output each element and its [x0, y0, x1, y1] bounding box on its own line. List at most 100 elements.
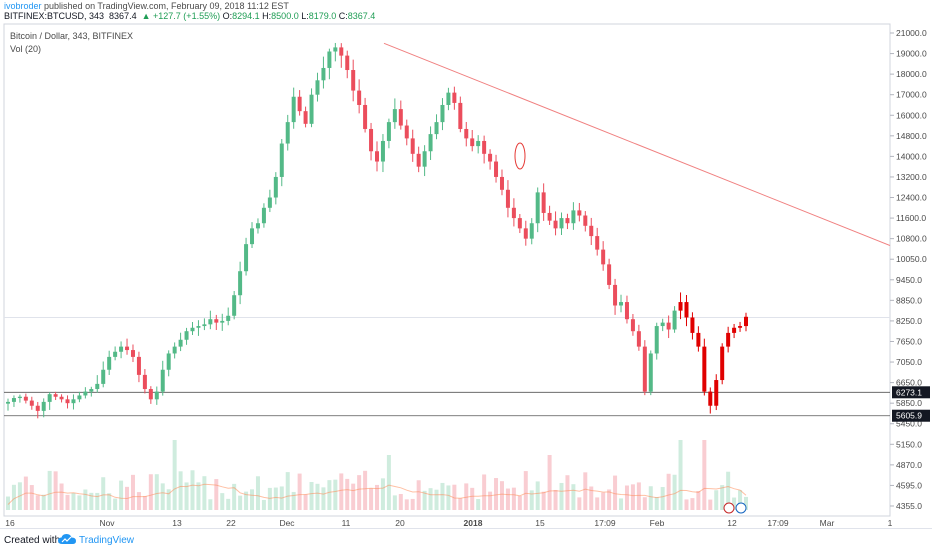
candle-body	[720, 346, 725, 381]
volume-bar	[559, 482, 564, 510]
volume-bar	[553, 489, 558, 510]
volume-bar	[434, 489, 439, 510]
volume-bar	[71, 493, 76, 510]
time-axis[interactable]: 16 Nov 13 22 Dec 11 20 2018 15 17:09 Feb 12 17:09 Mar…	[4, 515, 893, 528]
close-label: C:	[338, 11, 348, 21]
candle-body	[160, 369, 165, 392]
candle-body	[53, 394, 58, 397]
volume-bar	[142, 496, 147, 510]
candle-body	[297, 96, 302, 112]
volume-bar	[369, 488, 374, 510]
candle-body	[77, 395, 82, 400]
volume-bar	[190, 470, 195, 510]
volume-bar	[535, 481, 540, 510]
candle-body	[630, 319, 635, 332]
candle-body	[476, 140, 481, 147]
candle-body	[59, 396, 64, 400]
volume-bar	[630, 484, 635, 510]
event-flags[interactable]	[723, 502, 747, 514]
candle-body	[535, 192, 540, 224]
candle-body	[107, 356, 112, 370]
last-price: 8367.4	[109, 11, 137, 21]
candle-body	[208, 319, 213, 325]
candle-body	[351, 70, 356, 91]
candle-body	[541, 192, 546, 213]
x-tick-label: 12	[727, 518, 737, 528]
candle-body	[595, 236, 600, 250]
volume-bar	[303, 494, 308, 510]
candle-body	[321, 67, 326, 81]
volume-bar	[351, 483, 356, 510]
candle-body	[648, 353, 653, 392]
tradingview-brand[interactable]: TradingView	[79, 535, 135, 546]
volume-bar	[250, 489, 255, 510]
flag-icon[interactable]	[735, 502, 747, 514]
candle-body	[589, 225, 594, 237]
volume-bar	[648, 486, 653, 510]
volume-bar	[684, 499, 689, 510]
volume-bar	[333, 479, 338, 510]
volume-bar	[589, 486, 594, 510]
volume-bar	[726, 471, 731, 510]
candle-body	[392, 109, 397, 123]
y-tick-label: 17000.0	[896, 90, 927, 100]
volume-bar	[119, 480, 124, 510]
candle-body	[119, 346, 124, 352]
volume-bar	[196, 482, 201, 510]
symbol-label: BITFINEX:BTCUSD, 343	[4, 11, 105, 21]
candle-body	[565, 218, 570, 224]
price-chart[interactable]: Bitcoin / Dollar, 343, BITFINEX Vol (20)…	[0, 22, 932, 528]
x-tick-label: 13	[172, 518, 182, 528]
volume-bar	[547, 455, 552, 510]
candle-body	[428, 134, 433, 152]
candle-body	[607, 264, 612, 285]
candle-body	[738, 326, 743, 328]
y-tick-label: 11600.0	[896, 213, 926, 223]
high-label: H:	[262, 11, 272, 21]
candle-body	[220, 320, 225, 323]
candle-body	[89, 389, 94, 392]
price-badge-label: 5605.9	[896, 411, 922, 421]
candle-body	[523, 228, 528, 239]
y-tick-label: 4595.0	[896, 480, 922, 490]
candle-body	[666, 322, 671, 330]
y-tick-label: 18000.0	[896, 69, 927, 79]
flag-icon[interactable]	[723, 502, 735, 514]
chart-area[interactable]: Bitcoin / Dollar, 343, BITFINEX Vol (20)…	[0, 22, 932, 528]
candle-body	[702, 346, 707, 392]
volume-bar	[601, 492, 606, 510]
y-tick-label: 5150.0	[896, 439, 922, 449]
y-tick-label: 6650.0	[896, 378, 922, 388]
volume-bar	[315, 483, 320, 510]
y-tick-label: 7050.0	[896, 357, 922, 367]
candle-body	[11, 398, 16, 402]
highlight-ellipse	[514, 142, 526, 170]
candle-body	[446, 92, 451, 105]
volume-bar	[511, 487, 516, 510]
author-link[interactable]: ivobroder	[4, 1, 42, 11]
volume-bar	[392, 495, 397, 510]
price-axis[interactable]: 21000.0 19000.0 18000.0 17000.0 16000.0 14800…	[890, 28, 930, 511]
y-tick-label: 14800.0	[896, 131, 927, 141]
volume-bar	[267, 487, 272, 510]
candle-body	[458, 102, 463, 129]
candle-body	[136, 356, 141, 375]
volume-bar	[517, 495, 522, 510]
candle-body	[494, 161, 499, 177]
volume-bar	[494, 478, 499, 510]
candle-body	[553, 220, 558, 229]
volume-bar	[541, 491, 546, 510]
x-tick-label: 17:09	[594, 518, 616, 528]
volume-bar	[172, 440, 177, 510]
candle-body	[696, 332, 701, 347]
candle-body	[35, 405, 40, 411]
y-tick-label: 4355.0	[896, 501, 922, 511]
volume-bar	[624, 485, 629, 510]
volume-bar	[77, 495, 82, 510]
price-badge-label: 6273.1	[896, 387, 922, 397]
x-tick-label: 15	[535, 518, 545, 528]
y-tick-label: 7650.0	[896, 336, 922, 346]
candle-body	[672, 310, 677, 330]
volume-bar	[488, 491, 493, 510]
volume-bar	[744, 496, 748, 510]
